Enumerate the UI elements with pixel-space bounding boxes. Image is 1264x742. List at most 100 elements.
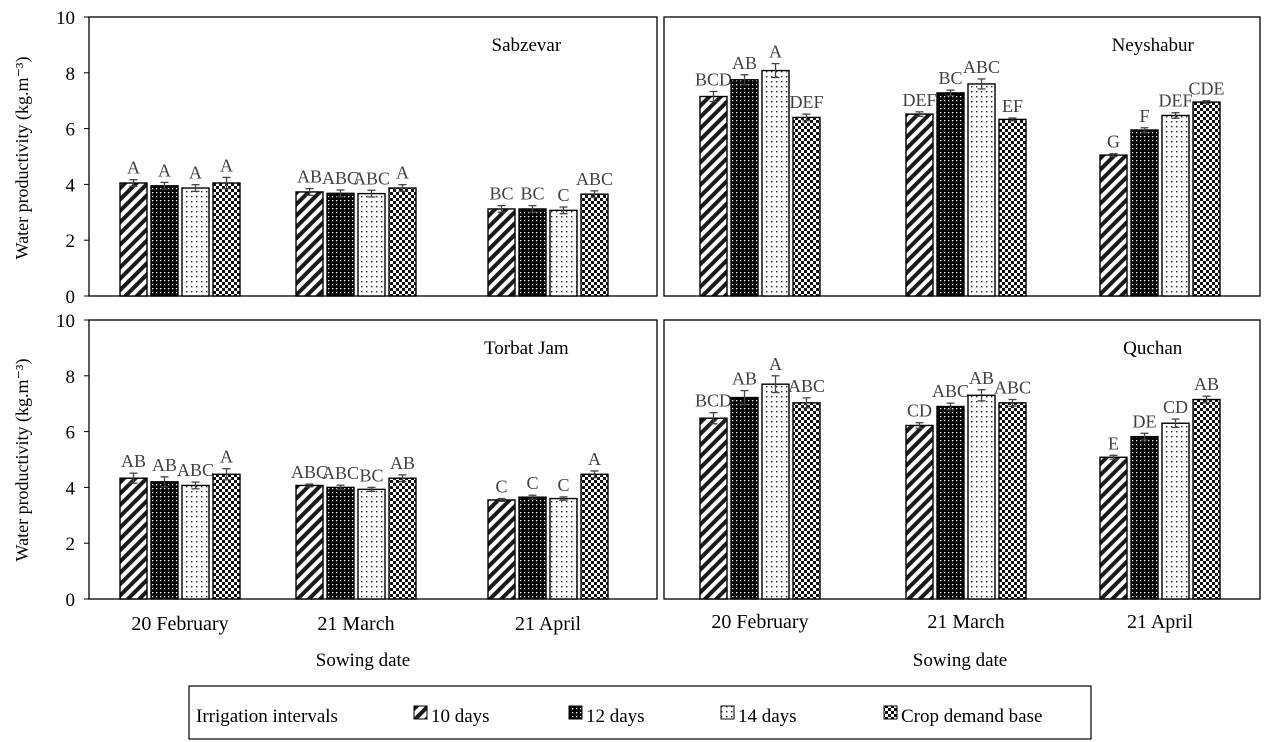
significance-letter: ABC [576, 169, 613, 189]
legend-label: 14 days [738, 706, 797, 727]
legend-label: 10 days [431, 706, 490, 727]
significance-letter: AB [390, 453, 415, 473]
bar [1161, 422, 1190, 600]
bar [518, 496, 547, 600]
bar [1161, 114, 1190, 297]
bar [295, 191, 324, 297]
x-axis-label-right: Sowing date [913, 650, 1007, 671]
bar [792, 402, 821, 600]
significance-letter: A [127, 158, 140, 178]
significance-letter: ABC [291, 462, 328, 482]
significance-letter: A [396, 163, 409, 183]
significance-letter: BCD [695, 391, 732, 411]
bar [998, 402, 1027, 600]
y-tick-label: 0 [66, 590, 76, 611]
significance-letter: G [1107, 132, 1120, 152]
significance-letter: ABC [353, 168, 390, 188]
significance-letter: AB [969, 368, 994, 388]
bar [905, 424, 934, 600]
y-tick-label: 4 [66, 175, 76, 196]
significance-letter: CD [907, 401, 932, 421]
significance-letter: C [495, 477, 507, 497]
bar [388, 187, 417, 297]
significance-letter: AB [732, 369, 757, 389]
bar [549, 209, 578, 297]
y-tick-label: 6 [66, 423, 76, 444]
bar [212, 473, 241, 600]
significance-letter: A [588, 449, 601, 469]
bar [699, 95, 728, 297]
bar [549, 497, 578, 600]
legend-swatch [720, 705, 735, 720]
legend-label: 12 days [586, 706, 645, 727]
significance-letter: AB [121, 451, 146, 471]
bar [1192, 101, 1221, 297]
bar [1192, 398, 1221, 600]
panel-title: Neyshabur [1112, 35, 1195, 56]
significance-letter: ABC [994, 378, 1031, 398]
bar [761, 383, 790, 600]
significance-letter: ABC [932, 381, 969, 401]
bar [699, 417, 728, 600]
bar [936, 92, 965, 297]
significance-letter: AB [1194, 374, 1219, 394]
y-tick-label: 8 [66, 64, 76, 85]
y-tick-label: 6 [66, 120, 76, 141]
significance-letter: DEF [789, 92, 823, 112]
bar [181, 484, 210, 600]
legend-title: Irrigation intervals [196, 706, 338, 727]
significance-letter: A [220, 447, 233, 467]
y-axis-label-bottom: Water productivity (kg.m⁻³) [12, 359, 33, 562]
legend-label: Crop demand base [901, 706, 1042, 727]
significance-letter: ABC [788, 376, 825, 396]
significance-letter: BC [938, 68, 962, 88]
x-tick-label: 20 February [131, 613, 228, 635]
significance-letter: BCD [695, 69, 732, 89]
y-axis-label-top: Water productivity (kg.m⁻³) [12, 57, 33, 260]
panel-title: Sabzevar [492, 35, 562, 56]
y-tick-label: 10 [56, 311, 75, 332]
y-tick-label: 2 [66, 534, 76, 555]
bar [1099, 456, 1128, 600]
legend-items: 10 days 12 days 14 days Crop demand base [413, 705, 1042, 727]
significance-letter: BC [359, 465, 383, 485]
x-tick-label: 21 March [317, 613, 394, 635]
bar [580, 193, 609, 297]
bar [119, 182, 148, 297]
y-tick-label: 4 [66, 478, 76, 499]
x-tick-label: 21 April [1127, 611, 1194, 633]
legend: Irrigation intervals 10 days 12 days 14 da… [188, 685, 1092, 740]
bar [181, 187, 210, 297]
bar [487, 208, 516, 297]
significance-letter: CD [1163, 397, 1188, 417]
bar [518, 208, 547, 297]
x-tick-label: 20 February [711, 611, 808, 633]
significance-letter: ABC [322, 168, 359, 188]
bar [357, 488, 386, 600]
significance-letter: AB [732, 53, 757, 73]
significance-letter: A [220, 155, 233, 175]
significance-letter: C [557, 475, 569, 495]
significance-letter: CDE [1189, 79, 1225, 99]
bar [905, 113, 934, 297]
bar [326, 192, 355, 297]
y-tick-label: 10 [56, 8, 75, 29]
significance-letter: BC [520, 184, 544, 204]
x-tick-label: 21 April [515, 613, 582, 635]
bar [295, 484, 324, 600]
legend-swatch [568, 705, 583, 720]
significance-letter: E [1108, 433, 1119, 453]
bar [730, 396, 759, 600]
bar [119, 477, 148, 600]
bar [388, 477, 417, 600]
bar [580, 473, 609, 600]
bar [212, 182, 241, 297]
significance-letter: ABC [963, 57, 1000, 77]
significance-letter: C [557, 185, 569, 205]
bar [1130, 129, 1159, 297]
